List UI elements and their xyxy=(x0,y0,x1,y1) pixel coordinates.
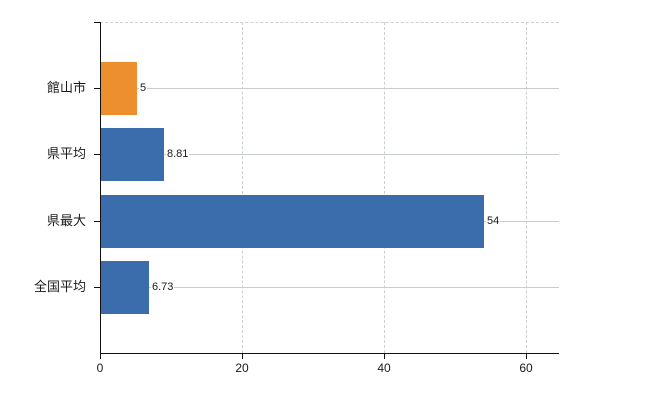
x-tick-label: 20 xyxy=(235,361,249,375)
bar xyxy=(101,128,164,181)
bar-value-label: 54 xyxy=(486,215,501,227)
bar-value-label: 5 xyxy=(139,82,148,94)
bar xyxy=(101,195,484,248)
plot-top-border xyxy=(100,22,559,23)
x-tick xyxy=(526,353,527,359)
row-gridline xyxy=(100,287,559,288)
category-label: 館山市 xyxy=(46,80,86,95)
bar xyxy=(101,62,137,115)
bar-value-label: 8.81 xyxy=(166,148,190,160)
v-gridline xyxy=(242,22,243,353)
x-tick-label: 0 xyxy=(96,361,104,375)
y-tick xyxy=(94,22,100,23)
row-gridline xyxy=(100,154,559,155)
x-axis-line xyxy=(100,353,559,354)
category-label: 県平均 xyxy=(46,146,86,161)
x-tick-label: 40 xyxy=(377,361,391,375)
y-tick xyxy=(94,154,100,155)
row-gridline xyxy=(100,88,559,89)
category-label: 全国平均 xyxy=(33,279,86,294)
bar-value-label: 6.73 xyxy=(151,281,175,293)
x-tick-label: 60 xyxy=(519,361,533,375)
y-tick xyxy=(94,88,100,89)
y-tick xyxy=(94,221,100,222)
bar xyxy=(101,261,149,314)
x-tick xyxy=(384,353,385,359)
x-tick xyxy=(100,353,101,359)
y-tick xyxy=(94,287,100,288)
x-tick xyxy=(242,353,243,359)
v-gridline xyxy=(526,22,527,353)
v-gridline xyxy=(384,22,385,353)
y-axis-line xyxy=(100,22,101,354)
category-label: 県最大 xyxy=(46,213,86,228)
